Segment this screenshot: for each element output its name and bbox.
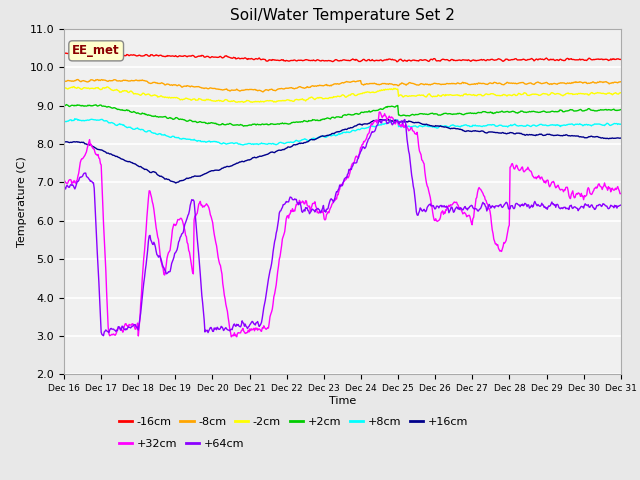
- Legend: +32cm, +64cm: +32cm, +64cm: [114, 434, 248, 454]
- X-axis label: Time: Time: [329, 396, 356, 406]
- Y-axis label: Temperature (C): Temperature (C): [17, 156, 27, 247]
- Text: EE_met: EE_met: [72, 44, 120, 57]
- Title: Soil/Water Temperature Set 2: Soil/Water Temperature Set 2: [230, 9, 455, 24]
